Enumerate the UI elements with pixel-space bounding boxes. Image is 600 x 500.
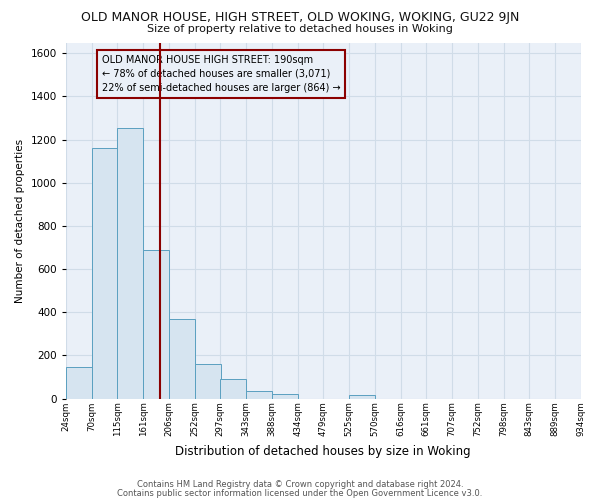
Text: Contains HM Land Registry data © Crown copyright and database right 2024.: Contains HM Land Registry data © Crown c…	[137, 480, 463, 489]
Bar	[169, 318, 195, 398]
Bar	[220, 379, 246, 398]
Bar	[272, 394, 298, 398]
Bar	[92, 148, 118, 399]
Text: Size of property relative to detached houses in Woking: Size of property relative to detached ho…	[147, 24, 453, 34]
Bar	[66, 367, 92, 398]
Text: Contains public sector information licensed under the Open Government Licence v3: Contains public sector information licen…	[118, 488, 482, 498]
Text: OLD MANOR HOUSE HIGH STREET: 190sqm
← 78% of detached houses are smaller (3,071): OLD MANOR HOUSE HIGH STREET: 190sqm ← 78…	[102, 55, 340, 93]
Bar	[246, 391, 272, 398]
Bar	[143, 250, 169, 398]
X-axis label: Distribution of detached houses by size in Woking: Distribution of detached houses by size …	[175, 444, 471, 458]
Bar	[195, 364, 221, 398]
Y-axis label: Number of detached properties: Number of detached properties	[15, 138, 25, 302]
Bar	[118, 128, 143, 398]
Bar	[349, 396, 375, 398]
Text: OLD MANOR HOUSE, HIGH STREET, OLD WOKING, WOKING, GU22 9JN: OLD MANOR HOUSE, HIGH STREET, OLD WOKING…	[81, 11, 519, 24]
